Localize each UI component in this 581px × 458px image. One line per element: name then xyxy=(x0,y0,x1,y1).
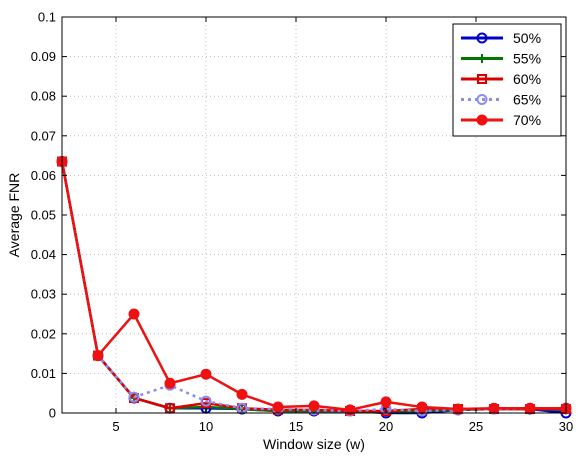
data-point xyxy=(380,396,392,408)
y-tick-label: 0.09 xyxy=(31,49,56,64)
data-point xyxy=(524,402,536,414)
legend-entry-label: 65% xyxy=(513,92,541,108)
y-tick-label: 0.08 xyxy=(31,89,56,104)
y-tick-label: 0.03 xyxy=(31,287,56,302)
data-point xyxy=(164,377,176,389)
y-tick-label: 0.04 xyxy=(31,247,56,262)
legend-swatch-marker xyxy=(477,54,487,63)
legend-entry-label: 50% xyxy=(513,30,541,46)
y-tick-label: 0.02 xyxy=(31,326,56,341)
x-tick-label: 30 xyxy=(559,419,573,434)
x-axis-label: Window size (w) xyxy=(263,436,365,452)
y-tick-label: 0.07 xyxy=(31,128,56,143)
y-tick-label: 0.06 xyxy=(31,168,56,183)
legend-swatch-marker xyxy=(476,94,488,105)
data-point xyxy=(344,404,356,416)
legend: 50% 55% 60% 65% 70% xyxy=(452,23,562,137)
data-point xyxy=(92,350,104,362)
series-group xyxy=(56,156,572,419)
y-tick-label: 0.01 xyxy=(31,366,56,381)
data-point xyxy=(236,388,248,400)
legend-swatch-marker xyxy=(476,32,488,44)
data-point xyxy=(128,308,140,320)
data-point xyxy=(128,391,140,403)
data-point xyxy=(200,368,212,380)
legend-entry-label: 70% xyxy=(513,112,541,128)
x-tick-label: 25 xyxy=(469,419,483,434)
data-point xyxy=(200,395,212,407)
data-point xyxy=(308,400,320,412)
data-point xyxy=(416,401,428,413)
data-point xyxy=(452,403,464,415)
data-point xyxy=(488,402,500,414)
legend-entry-label: 55% xyxy=(513,51,541,67)
data-point xyxy=(165,403,175,414)
y-tick-label: 0.1 xyxy=(38,10,56,25)
x-tick-label: 10 xyxy=(199,419,213,434)
x-tick-label: 15 xyxy=(289,419,303,434)
data-point xyxy=(272,401,284,413)
x-tick-label: 5 xyxy=(112,419,119,434)
y-axis-label: Average FNR xyxy=(6,173,22,258)
legend-swatch-marker xyxy=(476,114,488,126)
y-tick-label: 0.05 xyxy=(31,208,56,223)
series-4 xyxy=(56,156,572,416)
y-tick-label: 0 xyxy=(49,406,56,421)
legend-swatch-marker xyxy=(477,74,487,84)
x-tick-label: 20 xyxy=(379,419,393,434)
axis-ticks: 5 10 15 20 25 30 0 0.01 0.02 0.03 0.04 0.05 0.06 0.07… xyxy=(31,10,574,435)
legend-entry-label: 60% xyxy=(513,71,541,87)
